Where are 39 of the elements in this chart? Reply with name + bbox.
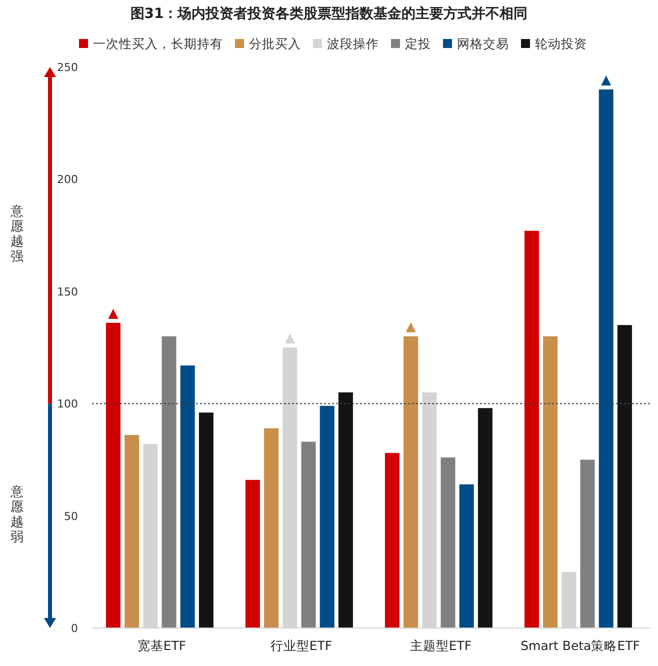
legend-label: 分批买入 [249,36,301,51]
bar [124,435,140,628]
bar [320,406,334,628]
x-tick-label: Smart Beta策略ETF [520,638,640,653]
x-tick-label: 行业型ETF [270,638,332,653]
bar [301,442,316,628]
bar [617,325,632,628]
bar [198,412,214,628]
bar [245,480,260,628]
y-tick-label: 100 [57,398,78,411]
y-tick-label: 0 [71,622,78,635]
y-tick-label: 50 [64,510,78,523]
bar [598,89,614,628]
x-tick-label: 宽基ETF [137,638,186,653]
bar [106,322,120,628]
x-tick-label: 主题型ETF [410,638,472,653]
legend-label: 一次性买入，长期持有 [93,36,223,51]
bar [404,336,418,628]
bar [524,230,539,628]
bar [162,336,176,628]
bar [384,452,400,628]
bar [338,392,353,628]
legend-label: 网格交易 [457,36,509,51]
y-tick-label: 200 [57,173,78,186]
text: 意愿越弱 [10,484,24,545]
bar [440,457,456,628]
chart-title: 图31：场内投资者投资各类股票型指数基金的主要方式并不相同 [130,5,528,22]
text: 意愿越强 [10,204,24,264]
bar [264,428,279,628]
bar [580,460,595,628]
bar [543,336,558,628]
bar [459,484,474,628]
y-tick-label: 250 [57,61,78,74]
legend-label: 波段操作 [327,36,379,51]
bar [478,408,492,628]
legend-label: 轮动投资 [535,36,587,51]
legend-label: 定投 [405,36,431,51]
y-tick-label: 150 [57,285,78,298]
bar [180,365,195,628]
